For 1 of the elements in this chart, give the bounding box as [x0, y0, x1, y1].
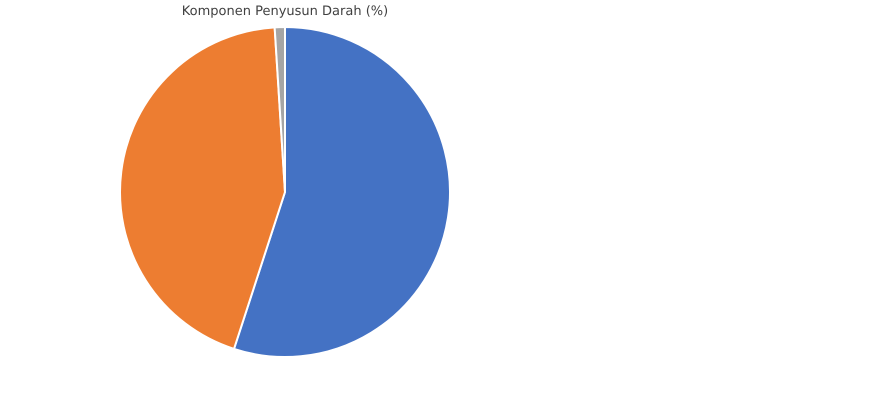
- chart-title: Komponen Penyusun Darah (%): [182, 4, 388, 19]
